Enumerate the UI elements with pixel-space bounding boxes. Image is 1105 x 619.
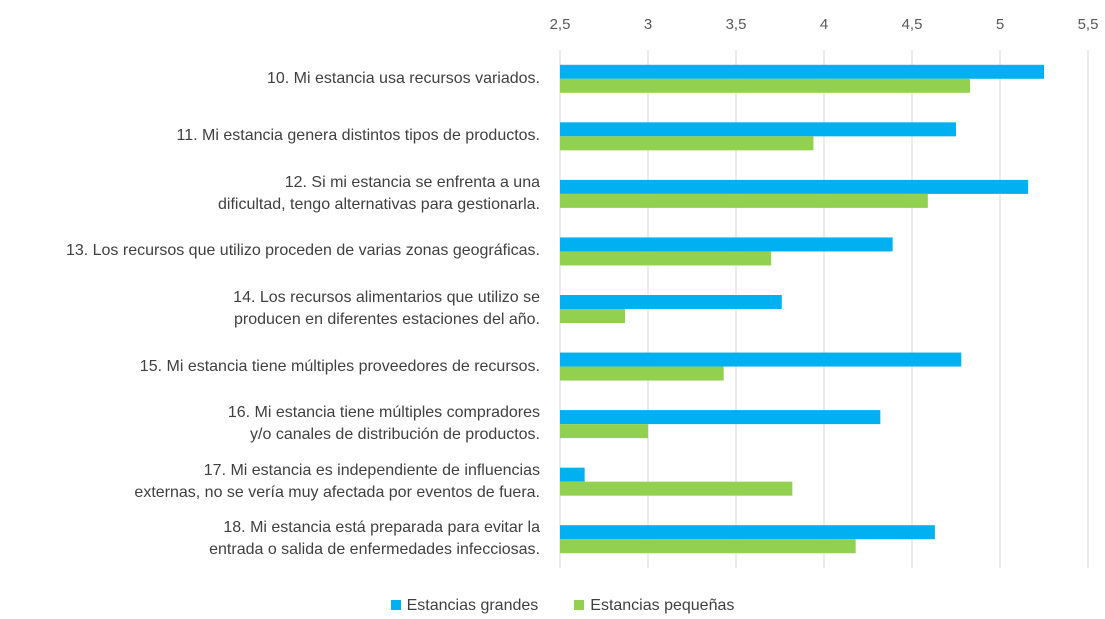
x-tick-label: 3 xyxy=(644,16,652,33)
bar xyxy=(560,136,814,151)
bar xyxy=(560,525,935,540)
category-label: 17. Mi estancia es independiente de infl… xyxy=(134,461,540,501)
bar xyxy=(560,295,782,309)
bar xyxy=(560,467,585,482)
bar xyxy=(560,78,971,93)
category-label: 12. Si mi estancia se enfrenta a una dif… xyxy=(218,173,540,213)
bar xyxy=(560,410,881,425)
bar xyxy=(560,193,928,208)
bar xyxy=(560,539,856,554)
bar xyxy=(560,122,956,137)
bar xyxy=(560,237,893,252)
bar xyxy=(560,64,1044,79)
legend-swatch xyxy=(574,600,585,610)
x-tick-label: 4,5 xyxy=(902,16,923,33)
bar xyxy=(560,309,626,323)
category-label: 16. Mi estancia tiene múltiples comprado… xyxy=(227,404,540,444)
category-label: 18. Mi estancia está preparada para evit… xyxy=(209,519,540,559)
category-label: 15. Mi estancia tiene múltiples proveedo… xyxy=(139,357,540,375)
x-tick-label: 4 xyxy=(820,16,828,33)
x-tick-label: 3,5 xyxy=(726,16,747,33)
bar xyxy=(560,424,648,439)
bar xyxy=(560,179,1029,194)
legend-label: Estancias pequeñas xyxy=(590,597,735,614)
legend-item: Estancias pequeñas xyxy=(574,597,734,615)
bar xyxy=(560,251,772,266)
x-tick-label: 2,5 xyxy=(550,16,571,33)
bar xyxy=(560,352,962,367)
category-label: 11. Mi estancia genera distintos tipos d… xyxy=(176,127,540,145)
legend-item: Estancias grandes xyxy=(390,597,539,615)
bar xyxy=(560,481,793,496)
category-label: 10. Mi estancia usa recursos variados. xyxy=(266,69,540,87)
x-tick-label: 5 xyxy=(996,16,1004,33)
category-label: 13. Los recursos que utilizo proceden de… xyxy=(65,242,540,260)
legend: Estancias grandes Estancias pequeñas xyxy=(0,597,1105,615)
bar xyxy=(560,366,724,381)
x-tick-label: 5,5 xyxy=(1078,16,1099,33)
category-label: 14. Los recursos alimentarios que utiliz… xyxy=(233,289,540,328)
legend-swatch xyxy=(390,600,401,610)
legend-label: Estancias grandes xyxy=(406,597,539,614)
